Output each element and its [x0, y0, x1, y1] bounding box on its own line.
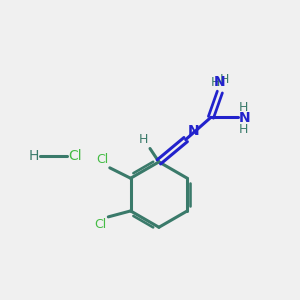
Text: Cl: Cl [96, 153, 108, 166]
Text: H: H [239, 123, 248, 136]
Text: H: H [220, 73, 229, 85]
Text: H: H [211, 76, 220, 89]
Text: H: H [139, 133, 148, 146]
Text: Cl: Cl [94, 218, 107, 231]
Text: H: H [28, 149, 38, 163]
Text: N: N [214, 75, 226, 89]
Text: N: N [188, 124, 200, 138]
Text: Cl: Cl [68, 149, 82, 163]
Text: H: H [239, 101, 248, 114]
Text: N: N [239, 111, 251, 125]
